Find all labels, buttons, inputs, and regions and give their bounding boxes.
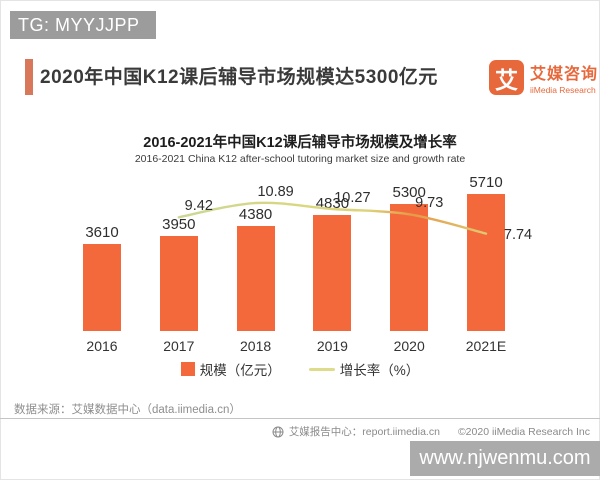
copyright-text: ©2020 iiMedia Research Inc — [457, 425, 590, 438]
growth-value-label: 10.89 — [257, 184, 294, 200]
globe-icon — [272, 426, 284, 437]
bar-value-label: 3950 — [162, 216, 196, 233]
report-center-text: 艾媒报告中心：report.iimedia.cn — [288, 426, 440, 438]
chart-subtitle: 2016-2021 China K12 after-school tutorin… — [134, 153, 466, 165]
chart-legend: 规模（亿元） 增长率（%） — [0, 359, 600, 379]
x-axis-label: 2021E — [465, 338, 507, 354]
x-axis-label: 2019 — [316, 338, 348, 354]
logo-brand-en: iiMedia Research — [530, 85, 596, 95]
bar-2021E — [467, 194, 505, 331]
bar-series-label: 规模（亿元） — [199, 363, 281, 378]
bar-value-label: 5300 — [392, 184, 426, 201]
growth-value-label: 7.74 — [503, 226, 533, 243]
logo-text: 艾媒咨询 iiMedia Research — [530, 60, 598, 95]
bar-2020 — [390, 204, 429, 331]
bar-2016 — [83, 244, 121, 331]
watermark-bottom: www.njwenmu.com — [410, 441, 600, 476]
line-series-swatch — [308, 367, 335, 371]
data-source-note: 数据来源：艾媒数据中心（data.iimedia.cn） — [14, 404, 241, 416]
title-accent-bar — [25, 59, 33, 95]
watermark-top: TG: MYYJJPP — [10, 11, 156, 39]
legend-item-bar: 规模（亿元） — [180, 359, 281, 379]
bar-2017 — [159, 236, 198, 331]
x-axis-label: 2017 — [163, 338, 195, 354]
iimedia-logo: 艾 艾媒咨询 iiMedia Research — [489, 60, 598, 95]
legend-item-line: 增长率（%） — [308, 359, 420, 379]
growth-value-label: 10.27 — [334, 190, 371, 206]
chart-title: 2016-2021年中国K12课后辅导市场规模及增长率 — [143, 135, 457, 151]
growth-value-label: 9.73 — [415, 195, 444, 212]
bar-value-label: 3610 — [85, 224, 119, 241]
x-axis-label: 2020 — [393, 338, 425, 354]
report-title: 2020年中国K12课后辅导市场规模达5300亿元 — [40, 67, 438, 88]
bar-value-label: 5710 — [469, 174, 503, 191]
iimedia-logo-icon: 艾 — [489, 60, 524, 95]
growth-value-label: 9.42 — [184, 198, 213, 215]
bar-2018 — [236, 226, 275, 331]
bar-series-swatch — [180, 362, 195, 376]
line-series-label: 增长率（%） — [339, 363, 420, 378]
x-axis-label: 2016 — [86, 338, 118, 354]
x-axis-label: 2018 — [240, 338, 272, 354]
bar-value-label: 4380 — [238, 206, 273, 223]
bar-2019 — [313, 215, 352, 331]
footer-divider — [0, 418, 600, 419]
footer-info: 艾媒报告中心：report.iimedia.cn ©2020 iiMedia R… — [272, 424, 590, 439]
logo-brand-cn: 艾媒咨询 — [530, 66, 599, 83]
